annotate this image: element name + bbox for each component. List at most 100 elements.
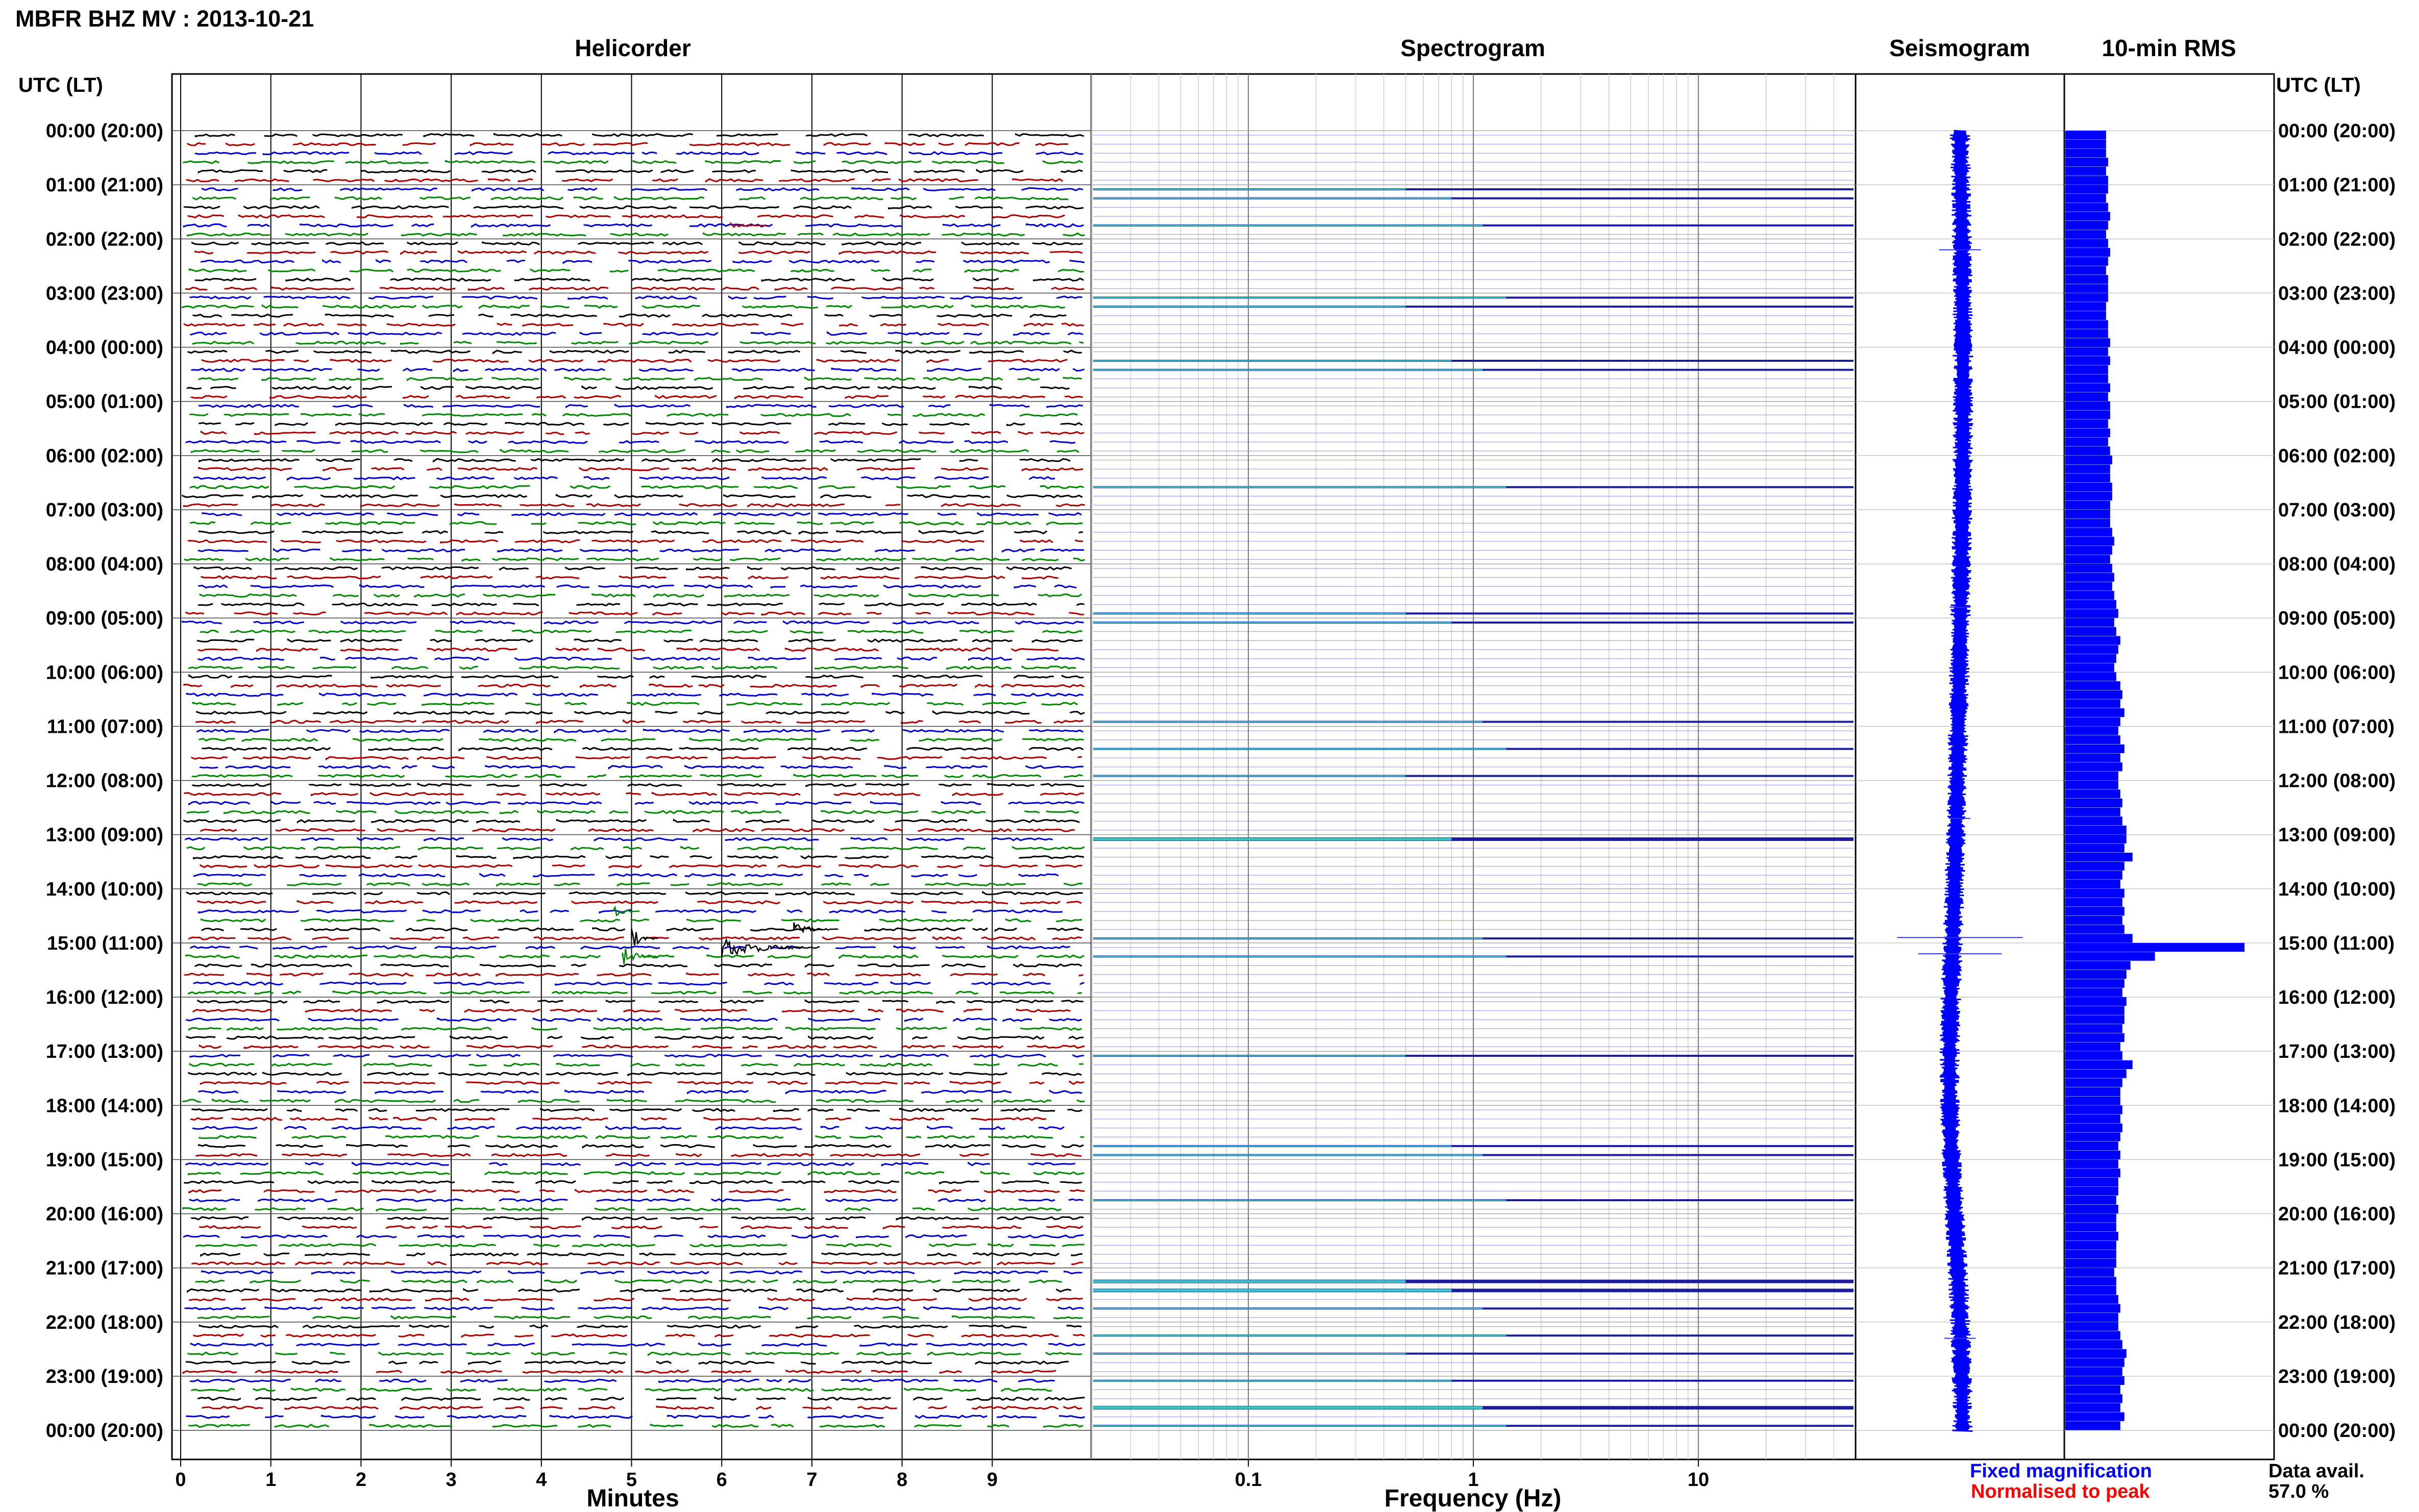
helicorder-trace-row [199,458,1071,463]
rms-panel [2063,73,2275,1460]
rms-bar [2065,1286,2116,1295]
rms-bar [2065,663,2114,672]
helicorder-trace-row [192,340,1084,345]
rms-bar [2065,491,2112,501]
helicorder-trace-row [184,1179,1082,1185]
hour-tick-label-left: 07:00 (03:00) [46,500,163,521]
rms-bar [2065,374,2108,383]
helicorder-trace-row [189,1053,1084,1058]
figure-title: MBFR BHZ MV : 2013-10-21 [15,6,314,32]
helicorder-trace-row [200,828,1075,833]
helicorder-trace-row [187,350,1082,355]
hour-tick-label-right: 14:00 (10:00) [2278,879,2396,900]
rms-bar [2065,1421,2120,1430]
hour-tick-label-left: 23:00 (19:00) [46,1366,163,1387]
data-availability-value: 57.0 % [2268,1481,2329,1502]
rms-bar [2065,437,2108,447]
rms-bar [2065,618,2114,627]
helicorder-trace-row [194,250,1083,255]
hour-tick-label-right: 23:00 (19:00) [2278,1366,2396,1387]
rms-bar [2065,1051,2122,1060]
time-axis-header-right: UTC (LT) [2276,74,2361,96]
spectrogram-frequency-ticks: 0.1 1 10 [1235,1459,1709,1491]
hour-tick-label-left: 13:00 (09:00) [46,825,163,846]
helicorder-trace-row [200,918,1082,923]
helicorder-trace-row [187,142,1069,147]
hour-tick-label-left: 17:00 (13:00) [46,1041,163,1062]
seismogram-trace [1939,130,1973,1432]
hour-tick-label-left: 10:00 (06:00) [46,662,163,683]
helicorder-trace-row [183,1234,1084,1238]
rms-bar [2065,1349,2127,1358]
helicorder-trace-row [192,1125,1065,1130]
hour-tick-label-left: 14:00 (10:00) [46,879,163,900]
helicorder-trace-row [198,403,1083,408]
helicorder-trace-row [191,782,1084,787]
rms-bar [2065,844,2125,853]
hour-tick-label-right: 09:00 (05:00) [2278,608,2396,629]
helicorder-trace-row [199,1044,1085,1049]
rms-bar [2065,1213,2116,1223]
rms-bar [2065,880,2120,889]
rms-bar [2065,257,2108,266]
rms-bar [2065,474,2110,483]
helicorder-trace-row [186,178,1064,183]
rms-bar [2065,536,2114,546]
helicorder-trace-row [192,701,1078,706]
helicorder-trace-row [185,611,1084,616]
rms-bar [2065,1114,2120,1124]
rms-bar [2065,1250,2116,1259]
hour-tick-label-left: 02:00 (22:00) [46,229,163,250]
rms-bar [2065,1412,2125,1421]
helicorder-trace-row [189,1378,1055,1383]
hour-tick-label-right: 04:00 (00:00) [2278,337,2396,359]
rms-bar [2065,1177,2118,1186]
helicorder-trace-row [183,160,1083,164]
helicorder-trace-row [191,1261,1083,1266]
rms-bar [2065,329,2108,338]
hour-tick-label-left: 00:00 (20:00) [46,1420,163,1442]
rms-bar [2065,410,2110,419]
helicorder-trace-row [190,448,1079,454]
helicorder-trace-row [187,539,1083,543]
helicorder-trace-row [185,1017,1082,1022]
helicorder-trace-row [188,1188,1085,1194]
helicorder-trace-row [198,376,1082,382]
helicorder-trace-row [198,466,1083,472]
helicorder-trace-row [187,214,1065,219]
helicorder-trace-row [190,367,1085,373]
helicorder-trace-row [188,801,1084,806]
helicorder-trace-row [185,1161,1076,1167]
minute-tick-label: 0 [175,1469,186,1491]
helicorder-trace-row [182,493,1083,499]
helicorder-minute-ticks: 0 1 2 3 4 5 6 7 8 9 [175,1459,998,1491]
helicorder-trace-row [188,1423,1083,1428]
rms-bar [2065,546,2112,555]
helicorder-trace-row [188,1171,1084,1176]
helicorder-trace-row [192,195,1069,201]
helicorder-trace-row [183,205,1084,210]
helicorder-trace-row [191,1387,1052,1393]
rms-bar [2065,1132,2120,1142]
rms-bar [2065,293,2108,302]
helicorder-trace-row [183,223,1084,228]
rms-bar [2065,988,2122,997]
rms-bar [2065,1241,2116,1250]
minute-tick-label: 9 [987,1469,998,1491]
rms-bar [2065,148,2106,158]
rms-bar [2065,311,2106,320]
hour-tick-label-right: 20:00 (16:00) [2278,1204,2396,1225]
hour-tick-label-right: 06:00 (02:00) [2278,445,2396,467]
hour-tick-label-right: 12:00 (08:00) [2278,771,2396,792]
rms-bar [2065,609,2118,618]
helicorder-trace-row [189,1198,1083,1203]
rms-bar [2065,166,2106,176]
hour-tick-label-left: 05:00 (01:00) [46,391,163,413]
helicorder-trace-row [186,1415,1085,1419]
legend-normalised-to-peak: Normalised to peak [1971,1481,2150,1502]
helicorder-trace-row [198,909,1063,914]
rms-bar [2065,853,2133,862]
helicorder-trace-row [190,1342,1085,1347]
hour-tick-label-right: 08:00 (04:00) [2278,554,2396,575]
hour-tick-label-right: 00:00 (20:00) [2278,1420,2396,1442]
